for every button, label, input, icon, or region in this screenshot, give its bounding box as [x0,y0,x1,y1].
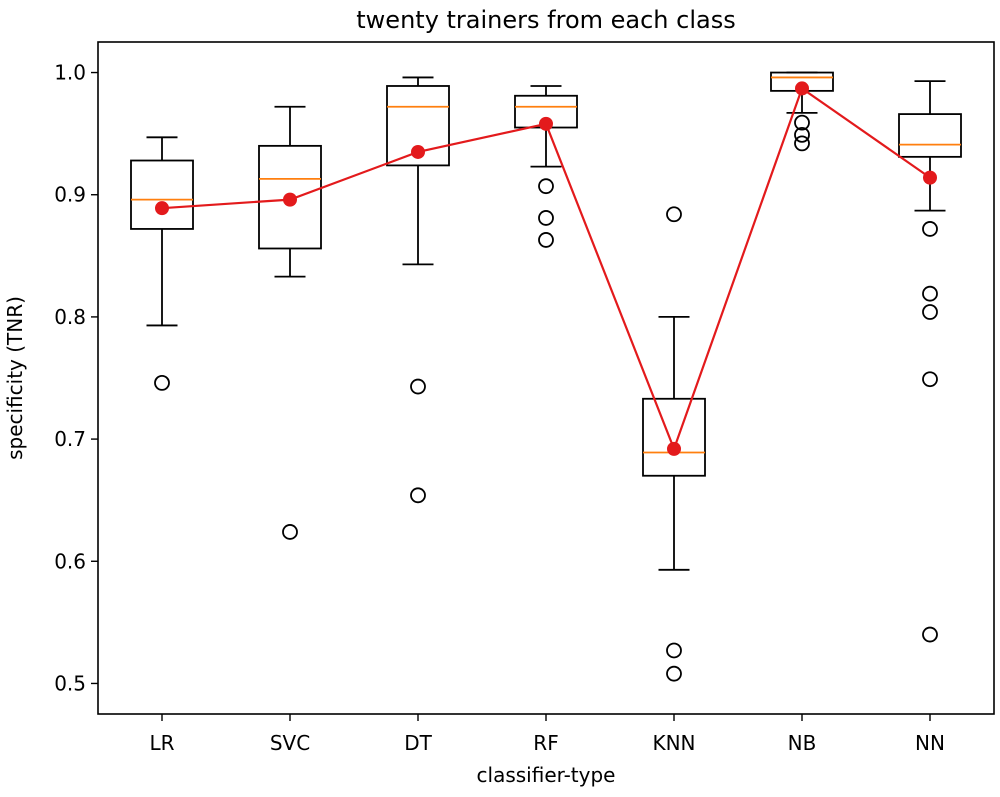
outlier-point [538,178,554,195]
outlier-point [794,135,810,152]
x-tick-label: DT [404,731,432,755]
y-tick-label: 1.0 [54,61,86,85]
outlier-point [410,487,426,504]
interquartile-box [130,159,194,230]
box-lr [130,136,194,391]
box-nn [898,80,962,643]
mean-point [795,81,809,96]
box-rf [514,85,578,248]
interquartile-box [642,397,706,477]
outlier-point [794,126,810,143]
y-tick-label: 0.7 [54,427,86,451]
outlier-point [410,378,426,395]
mean-point [283,192,297,207]
mean-line-series [155,81,937,456]
outlier-point [538,232,554,248]
y-tick-label: 0.8 [54,305,86,329]
x-tick-label: NN [915,731,945,755]
x-axis: LR SVC DT RF KNN NB NN [149,714,945,755]
x-tick-label: LR [149,731,174,755]
box-series [130,71,962,682]
outlier-point [922,626,938,643]
outlier-point [666,665,682,682]
interquartile-box [386,85,450,167]
outlier-point [922,304,938,320]
x-axis-label: classifier-type [477,763,616,787]
y-tick-label: 0.6 [54,549,86,573]
outlier-point [794,114,810,131]
y-axis-label: specificity (TNR) [3,296,27,460]
outlier-point [922,221,938,237]
outlier-point [282,524,298,540]
y-tick-label: 0.5 [54,671,86,695]
mean-point [923,170,937,185]
outlier-point [666,206,682,223]
x-tick-label: NB [788,731,817,755]
y-axis: 0.5 0.6 0.7 0.8 0.9 1.0 [54,61,98,695]
mean-point [539,116,553,131]
chart-title: twenty trainers from each class [356,6,735,34]
outlier-point [922,285,938,302]
interquartile-box [258,144,322,250]
outlier-point [154,374,170,391]
mean-point [155,201,169,216]
box-svc [258,105,322,540]
y-tick-label: 0.9 [54,183,86,207]
outlier-point [922,371,938,388]
x-tick-label: SVC [270,731,310,755]
x-tick-label: KNN [652,731,695,755]
box-knn [642,206,706,682]
outlier-point [538,210,554,226]
x-tick-label: RF [533,731,558,755]
box-dt [386,76,450,504]
mean-point [667,441,681,456]
mean-point [411,144,425,159]
interquartile-box [898,113,962,158]
outlier-point [666,642,682,659]
